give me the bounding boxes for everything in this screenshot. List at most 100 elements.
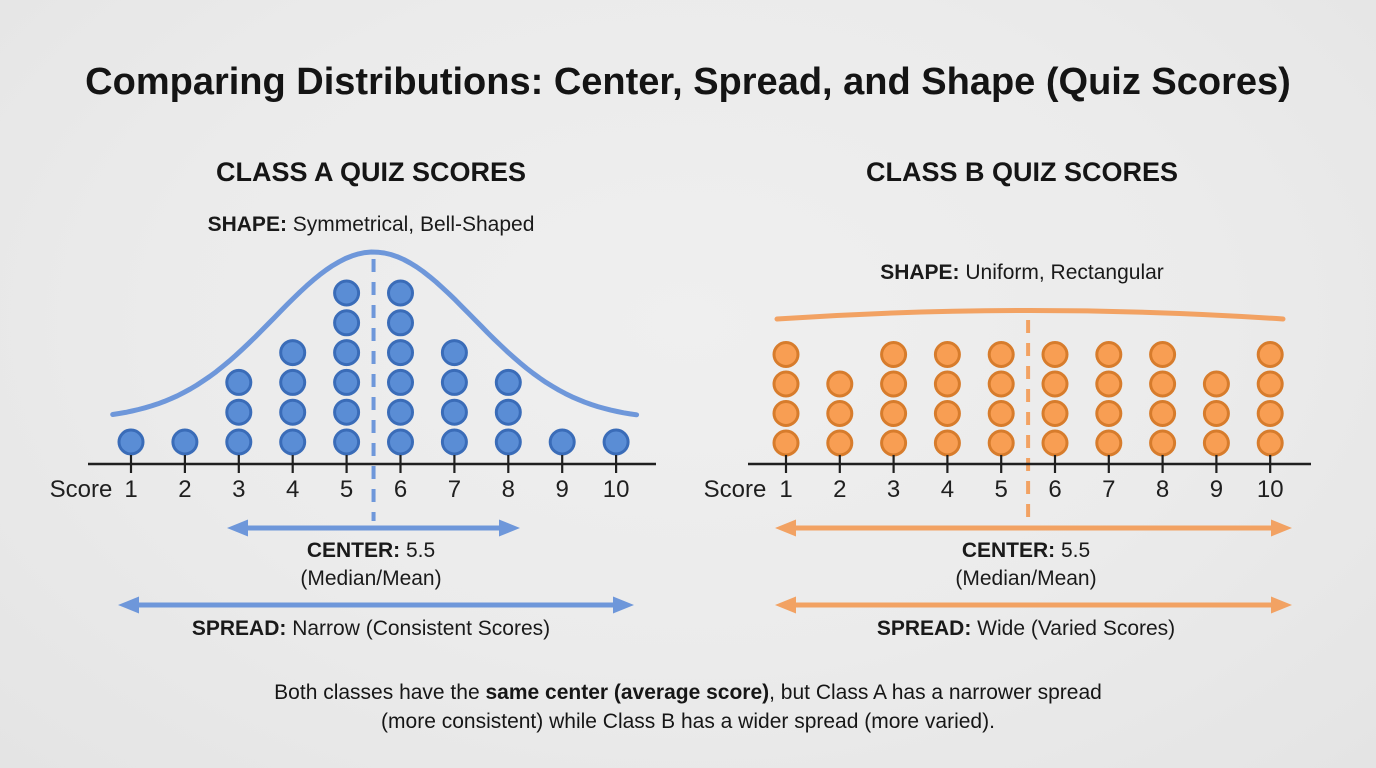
- axis-tick-label: 1: [779, 476, 792, 503]
- score-dot: [333, 368, 361, 396]
- score-dot: [440, 428, 468, 456]
- score-dot: [1041, 400, 1069, 427]
- score-dot: [1202, 429, 1230, 457]
- score-dot: [880, 429, 908, 457]
- score-dot: [225, 398, 253, 426]
- score-dot: [1256, 400, 1284, 427]
- score-dot: [494, 368, 522, 396]
- axis-tick-label: 7: [1102, 476, 1115, 503]
- score-dot: [440, 398, 468, 426]
- axis-tick-label: 2: [178, 476, 191, 503]
- score-dot: [933, 429, 961, 457]
- score-dot: [772, 370, 800, 398]
- axis-tick-label: 9: [556, 476, 569, 503]
- axis-tick-label: 6: [1048, 476, 1061, 503]
- score-dot: [494, 428, 522, 456]
- score-dot: [933, 370, 961, 398]
- class-b-shape-value: Uniform, Rectangular: [959, 261, 1164, 284]
- axis-tick-label: 1: [124, 476, 137, 503]
- score-dot: [117, 428, 145, 456]
- score-dot: [387, 339, 414, 367]
- score-dot: [387, 428, 414, 456]
- score-dot: [548, 428, 576, 456]
- axis-label-score: Score: [50, 476, 113, 503]
- class-b-center-sub: (Median/Mean): [955, 567, 1097, 590]
- axis-tick-label: 7: [448, 476, 461, 503]
- axis-tick-label: 4: [941, 476, 954, 503]
- score-dot: [933, 400, 961, 427]
- class-b-center-key: CENTER:: [961, 539, 1056, 562]
- score-dot: [602, 428, 630, 456]
- summary-line-1-post: , but Class A has a narrower spread: [769, 681, 1102, 704]
- score-dot: [1041, 370, 1069, 398]
- score-dot: [333, 339, 361, 367]
- axis-tick-label: 5: [995, 476, 1008, 503]
- score-dot: [225, 368, 253, 396]
- axis-tick-label: 10: [1257, 476, 1284, 503]
- axis-tick-label: 6: [394, 476, 407, 503]
- class-b-center-annotation: CENTER: 5.5 (Median/Mean): [716, 537, 1336, 593]
- dot-plot-panel-2: 1 2 3 4 5 6 7 8 9 10 Score: [704, 308, 1311, 614]
- score-dot: [333, 279, 361, 307]
- class-a-spread-key: SPREAD:: [191, 617, 287, 640]
- spread-arrow-head-right: [613, 596, 634, 614]
- score-dot: [772, 341, 800, 368]
- score-dot: [772, 429, 800, 457]
- class-b-shape-line: SHAPE: Uniform, Rectangular: [712, 261, 1332, 285]
- score-dot: [772, 400, 800, 427]
- score-dot: [279, 339, 307, 367]
- axis-label-score: Score: [704, 476, 767, 503]
- axis-tick-label: 8: [1156, 476, 1169, 503]
- class-b-center-value: 5.5: [1055, 539, 1091, 562]
- center-arrow-head-left: [775, 519, 796, 537]
- class-a-center-key: CENTER:: [306, 539, 401, 562]
- score-dot: [1256, 429, 1284, 457]
- spread-arrow-head-right: [1271, 596, 1292, 614]
- score-dot: [225, 428, 253, 456]
- bell-curve: [110, 249, 640, 418]
- score-dot: [987, 341, 1015, 368]
- summary-text: Both classes have the same center (avera…: [0, 679, 1376, 736]
- score-dot: [880, 370, 908, 398]
- axis-tick-label: 4: [286, 476, 299, 503]
- class-a-center-line: CENTER: 5.5: [61, 537, 681, 565]
- dot-plot-panel-1: 1 2 3 4 5 6 7 8 9 10 Score: [50, 249, 656, 614]
- score-dot: [333, 428, 361, 456]
- score-dot: [933, 341, 961, 368]
- score-dot: [1041, 429, 1069, 457]
- score-dot: [494, 398, 522, 426]
- score-dot: [1149, 341, 1177, 368]
- center-arrow-head-right: [499, 519, 520, 537]
- summary-line-1: Both classes have the same center (avera…: [0, 679, 1376, 708]
- score-dot: [1202, 370, 1230, 398]
- class-b-spread-value: Wide (Varied Scores): [971, 617, 1176, 640]
- class-a-shape-value: Symmetrical, Bell-Shaped: [286, 213, 535, 236]
- score-dot: [440, 368, 468, 396]
- score-dot: [440, 339, 468, 367]
- score-dot: [333, 398, 361, 426]
- score-dot: [279, 428, 307, 456]
- center-arrow-head-left: [227, 519, 248, 537]
- score-dot: [987, 400, 1015, 427]
- axis-tick-label: 8: [502, 476, 515, 503]
- axis-tick-label: 9: [1210, 476, 1223, 503]
- class-b-spread-key: SPREAD:: [876, 617, 972, 640]
- class-a-center-annotation: CENTER: 5.5 (Median/Mean): [61, 537, 681, 593]
- score-dot: [987, 429, 1015, 457]
- summary-line-1-pre: Both classes have the: [274, 681, 486, 704]
- class-b-spread-line: SPREAD: Wide (Varied Scores): [716, 617, 1336, 641]
- score-dot: [387, 398, 414, 426]
- score-dot: [880, 341, 908, 368]
- score-dot: [279, 368, 307, 396]
- score-dot: [1256, 341, 1284, 368]
- class-a-center-sub: (Median/Mean): [300, 567, 442, 590]
- class-a-center-value: 5.5: [400, 539, 436, 562]
- score-dot: [987, 370, 1015, 398]
- score-dot: [1149, 400, 1177, 427]
- score-dot: [1095, 400, 1123, 427]
- score-dot: [1149, 429, 1177, 457]
- score-dot: [387, 279, 414, 307]
- score-dot: [171, 428, 199, 456]
- class-b-center-line: CENTER: 5.5: [716, 537, 1336, 565]
